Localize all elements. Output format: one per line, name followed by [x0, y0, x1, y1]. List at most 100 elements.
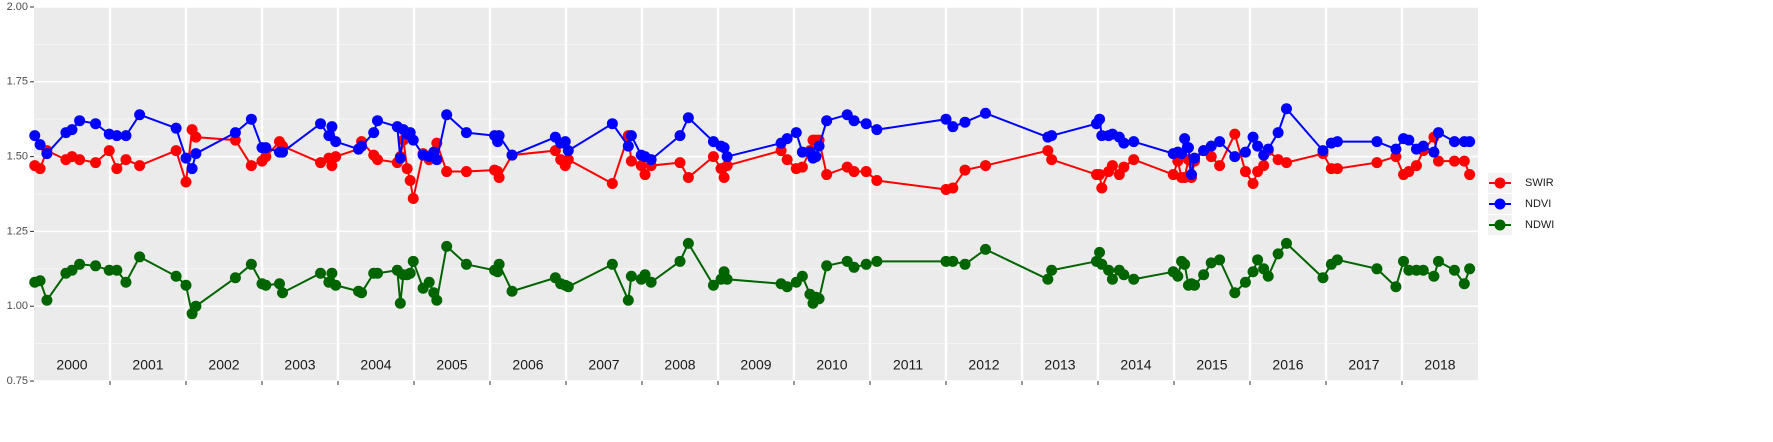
point	[635, 160, 647, 172]
point	[1464, 169, 1476, 181]
point	[813, 140, 825, 152]
point	[120, 276, 132, 288]
point	[103, 145, 115, 157]
point	[134, 251, 146, 263]
point	[1046, 264, 1058, 276]
y-tick-label: 2.00	[7, 1, 28, 13]
point	[848, 261, 860, 273]
point	[1214, 160, 1226, 172]
point	[980, 107, 992, 119]
point	[682, 172, 694, 184]
point	[431, 154, 443, 166]
point	[1214, 136, 1226, 148]
year-label: 2012	[968, 357, 999, 373]
legend-point	[1494, 177, 1506, 189]
point	[682, 112, 694, 124]
year-label: 2010	[816, 357, 847, 373]
point	[1258, 160, 1270, 172]
point	[330, 279, 342, 291]
point	[90, 260, 102, 272]
year-label: 2004	[360, 357, 391, 373]
point	[707, 151, 719, 163]
point	[372, 267, 384, 279]
point	[1239, 146, 1251, 158]
point	[1371, 157, 1383, 169]
year-label: 2016	[1272, 357, 1303, 373]
point	[441, 166, 453, 178]
point	[622, 140, 634, 152]
point	[170, 122, 182, 134]
point	[170, 145, 182, 157]
point	[326, 160, 338, 172]
point	[441, 109, 453, 121]
point	[639, 269, 651, 281]
point	[120, 154, 132, 166]
y-tick-label: 1.25	[7, 225, 28, 237]
point	[34, 163, 46, 175]
point	[1106, 160, 1118, 172]
point	[1464, 263, 1476, 275]
year-label: 2000	[56, 357, 87, 373]
point	[394, 297, 406, 309]
year-label: 2008	[664, 357, 695, 373]
point	[559, 136, 571, 148]
point	[180, 176, 192, 188]
point	[781, 154, 793, 166]
legend-point	[1494, 219, 1506, 231]
point	[959, 164, 971, 176]
point	[1189, 152, 1201, 164]
point	[781, 281, 793, 293]
point	[1390, 281, 1402, 293]
point	[441, 240, 453, 252]
y-tick-label: 1.75	[7, 76, 28, 88]
year-label: 2017	[1348, 357, 1379, 373]
point	[1398, 255, 1410, 267]
point	[1458, 155, 1470, 167]
point	[1042, 273, 1054, 285]
point	[506, 149, 518, 161]
point	[1280, 103, 1292, 115]
year-label: 2015	[1196, 357, 1227, 373]
point	[1464, 136, 1476, 148]
point	[625, 270, 637, 282]
legend-point	[1494, 198, 1506, 210]
point	[1046, 154, 1058, 166]
point	[959, 258, 971, 270]
point	[796, 146, 808, 158]
point	[674, 157, 686, 169]
point	[1094, 246, 1106, 258]
point	[1417, 140, 1429, 152]
y-tick-label: 1.50	[7, 151, 28, 163]
year-label: 2003	[284, 357, 315, 373]
point	[260, 151, 272, 163]
point	[606, 118, 618, 130]
point	[674, 130, 686, 142]
point	[74, 115, 86, 127]
point	[1403, 134, 1415, 146]
legend-label: NDWI	[1525, 219, 1554, 231]
point	[860, 166, 872, 178]
point	[90, 118, 102, 130]
point	[326, 121, 338, 133]
point	[1229, 287, 1241, 299]
point	[326, 267, 338, 279]
point	[229, 127, 241, 139]
point	[372, 115, 384, 127]
point	[103, 264, 115, 276]
point	[277, 287, 289, 299]
year-label: 2011	[893, 357, 923, 373]
point	[1432, 255, 1444, 267]
point	[493, 172, 505, 184]
point	[29, 130, 41, 142]
point	[1428, 146, 1440, 158]
point	[718, 172, 730, 184]
point	[1262, 270, 1274, 282]
point	[622, 294, 634, 306]
point	[260, 279, 272, 291]
point	[41, 294, 53, 306]
point	[431, 294, 443, 306]
point	[1272, 127, 1284, 139]
point	[1182, 142, 1194, 154]
year-label: 2009	[740, 357, 771, 373]
